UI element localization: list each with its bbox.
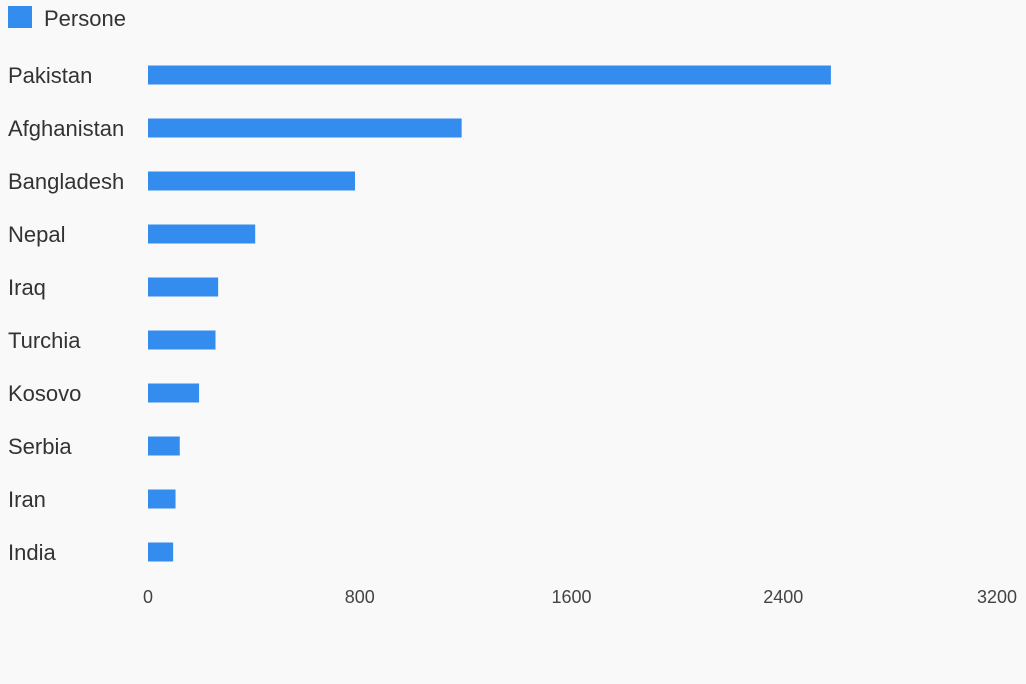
category-label-india: India [8,540,56,565]
category-label-serbia: Serbia [8,434,72,459]
bar-kosovo[interactable] [148,383,200,403]
category-label-iran: Iran [8,487,46,512]
x-tick-label-1600: 1600 [551,587,591,607]
category-label-afghanistan: Afghanistan [8,116,124,141]
legend-label-persone: Persone [44,6,126,31]
category-label-nepal: Nepal [8,222,65,247]
x-tick-label-800: 800 [345,587,375,607]
bar-nepal[interactable] [148,224,256,244]
legend: Persone [8,6,126,31]
category-labels: Pakistan Afghanistan Bangladesh Nepal Iraq Tu… [8,63,124,565]
category-label-iraq: Iraq [8,275,46,300]
bar-turchia[interactable] [148,330,216,350]
x-tick-label-0: 0 [143,587,153,607]
bar-india[interactable] [148,542,174,562]
category-label-bangladesh: Bangladesh [8,169,124,194]
bar-afghanistan[interactable] [148,118,462,138]
category-label-kosovo: Kosovo [8,381,81,406]
bar-iran[interactable] [148,489,176,509]
x-tick-label-3200: 3200 [977,587,1017,607]
legend-swatch-persone [8,6,32,28]
bars [148,65,831,562]
bar-bangladesh[interactable] [148,171,355,191]
x-axis-ticks: 0 800 1600 2400 3200 [143,587,1017,607]
bar-pakistan[interactable] [148,65,831,85]
bar-serbia[interactable] [148,436,180,456]
bar-iraq[interactable] [148,277,219,297]
x-tick-label-2400: 2400 [763,587,803,607]
category-label-pakistan: Pakistan [8,63,92,88]
category-label-turchia: Turchia [8,328,81,353]
